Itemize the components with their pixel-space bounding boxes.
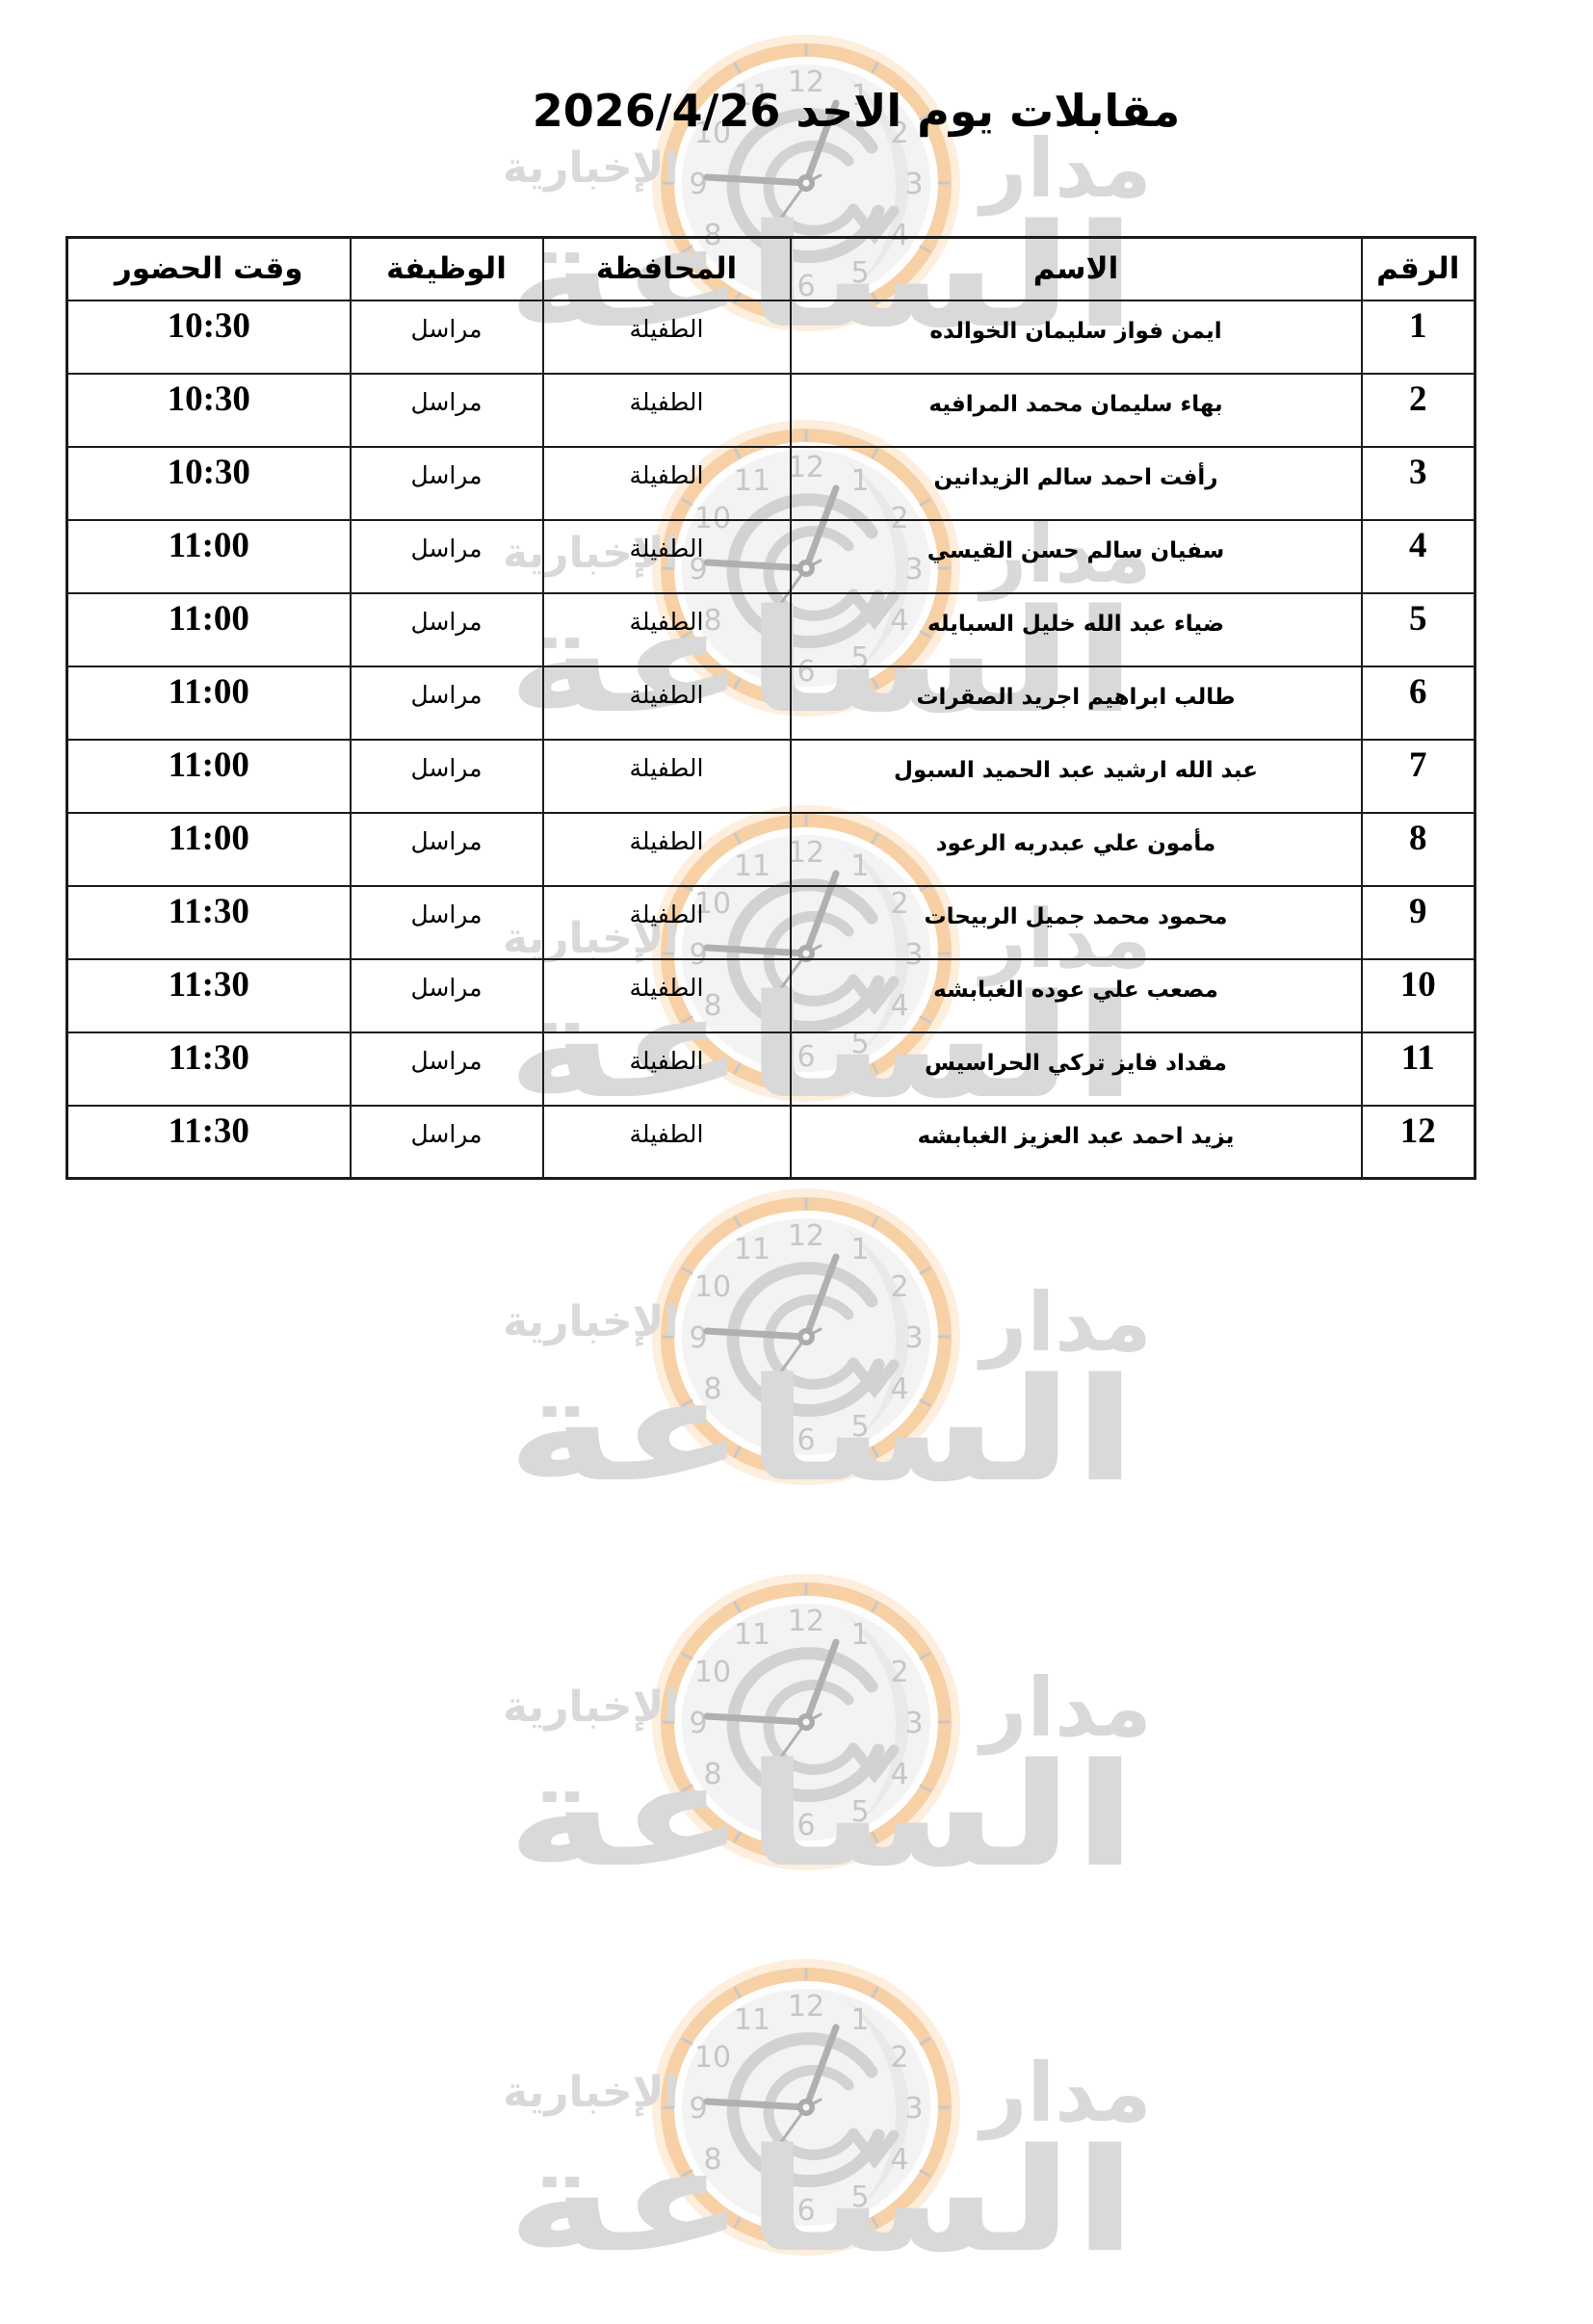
cell-governorate: الطفيلة — [541, 738, 792, 814]
cell-job: مراسل — [349, 299, 544, 375]
cell-job: مراسل — [349, 372, 544, 448]
cell-number: 6 — [1360, 665, 1476, 741]
cell-time: 11:30 — [65, 884, 352, 960]
cell-number: 3 — [1360, 445, 1476, 521]
page-title: مقابلات يوم الاحد 2026/4/26 — [532, 85, 1181, 137]
cell-governorate: الطفيلة — [541, 665, 792, 741]
cell-governorate: الطفيلة — [541, 299, 792, 375]
cell-governorate: الطفيلة — [541, 445, 792, 521]
watermark-brand-sub: الإخبارية — [503, 1297, 679, 1346]
cell-governorate: الطفيلة — [541, 591, 792, 667]
cell-number: 5 — [1360, 591, 1476, 667]
cell-time: 11:30 — [65, 1031, 352, 1107]
cell-job: مراسل — [349, 445, 544, 521]
cell-number: 11 — [1360, 1031, 1476, 1107]
cell-name: رأفت احمد سالم الزيدانين — [789, 445, 1363, 521]
table-row: 12 يزيد احمد عبد العزيز الغبابشه الطفيلة… — [65, 1104, 1476, 1180]
cell-job: مراسل — [349, 738, 544, 814]
cell-name: بهاء سليمان محمد المرافيه — [789, 372, 1363, 448]
header-number: الرقم — [1360, 236, 1476, 301]
cell-name: عبد الله ارشيد عبد الحميد السبول — [789, 738, 1363, 814]
cell-job: مراسل — [349, 518, 544, 594]
cell-name: طالب ابراهيم اجريد الصقرات — [789, 665, 1363, 741]
table-header-row: الرقم الاسم المحافظة الوظيفة وقت الحضور — [65, 236, 1476, 301]
cell-name: مأمون علي عبدربه الرعود — [789, 811, 1363, 887]
cell-name: يزيد احمد عبد العزيز الغبابشه — [789, 1104, 1363, 1180]
cell-job: مراسل — [349, 811, 544, 887]
cell-job: مراسل — [349, 1031, 544, 1107]
cell-governorate: الطفيلة — [541, 884, 792, 960]
table-row: 11 مقداد فايز تركي الحراسيس الطفيلة مراس… — [65, 1031, 1476, 1107]
cell-job: مراسل — [349, 884, 544, 960]
watermark-brand-top: مدار — [980, 1275, 1152, 1370]
table-row: 6 طالب ابراهيم اجريد الصقرات الطفيلة مرا… — [65, 665, 1476, 741]
table-row: 9 محمود محمد جميل الربيحات الطفيلة مراسل… — [65, 884, 1476, 960]
cell-name: ايمن فواز سليمان الخوالده — [789, 299, 1363, 375]
cell-job: مراسل — [349, 1104, 544, 1180]
cell-name: ضياء عبد الله خليل السبايله — [789, 591, 1363, 667]
cell-governorate: الطفيلة — [541, 1031, 792, 1107]
cell-governorate: الطفيلة — [541, 957, 792, 1033]
table-row: 3 رأفت احمد سالم الزيدانين الطفيلة مراسل… — [65, 445, 1476, 521]
cell-time: 11:30 — [65, 957, 352, 1033]
cell-number: 9 — [1360, 884, 1476, 960]
cell-name: مصعب علي عوده الغبابشه — [789, 957, 1363, 1033]
cell-job: مراسل — [349, 957, 544, 1033]
watermark-brand-top: مدار — [980, 1660, 1152, 1755]
header-job: الوظيفة — [349, 236, 544, 301]
cell-job: مراسل — [349, 665, 544, 741]
cell-name: سفيان سالم حسن القيسي — [789, 518, 1363, 594]
table-row: 2 بهاء سليمان محمد المرافيه الطفيلة مراس… — [65, 372, 1476, 448]
document-page: مدار الإخبارية الساعة مدار الإخبارية الس… — [65, 34, 1476, 2272]
header-name: الاسم — [789, 236, 1363, 301]
cell-time: 10:30 — [65, 445, 352, 521]
interview-schedule-table: الرقم الاسم المحافظة الوظيفة وقت الحضور … — [65, 236, 1476, 1180]
clock-logo-icon — [647, 1573, 965, 1871]
watermark-brand-main: الساعة — [506, 2118, 1136, 2284]
watermark-brand-main: الساعة — [506, 1733, 1136, 1898]
cell-time: 11:30 — [65, 1104, 352, 1180]
cell-governorate: الطفيلة — [541, 518, 792, 594]
watermark: مدار الإخبارية الساعة — [366, 1958, 1152, 2324]
watermark-brand-main: الساعة — [506, 1347, 1136, 1513]
header-governorate: المحافظة — [541, 236, 792, 301]
cell-time: 10:30 — [65, 299, 352, 375]
cell-number: 4 — [1360, 518, 1476, 594]
table-row: 4 سفيان سالم حسن القيسي الطفيلة مراسل 11… — [65, 518, 1476, 594]
cell-number: 10 — [1360, 957, 1476, 1033]
cell-time: 10:30 — [65, 372, 352, 448]
cell-number: 7 — [1360, 738, 1476, 814]
watermark: مدار الإخبارية الساعة — [366, 1188, 1152, 1554]
cell-number: 1 — [1360, 299, 1476, 375]
watermark-brand-top: مدار — [980, 121, 1152, 216]
cell-governorate: الطفيلة — [541, 372, 792, 448]
table-row: 5 ضياء عبد الله خليل السبايله الطفيلة مر… — [65, 591, 1476, 667]
watermark-brand-top: مدار — [980, 2046, 1152, 2140]
cell-time: 11:00 — [65, 665, 352, 741]
watermark: مدار الإخبارية الساعة — [366, 1573, 1152, 1939]
cell-number: 12 — [1360, 1104, 1476, 1180]
header-time: وقت الحضور — [65, 236, 352, 301]
cell-name: مقداد فايز تركي الحراسيس — [789, 1031, 1363, 1107]
cell-time: 11:00 — [65, 811, 352, 887]
cell-number: 2 — [1360, 372, 1476, 448]
watermark-brand-sub: الإخبارية — [503, 2068, 679, 2117]
table-row: 8 مأمون علي عبدربه الرعود الطفيلة مراسل … — [65, 811, 1476, 887]
cell-job: مراسل — [349, 591, 544, 667]
cell-name: محمود محمد جميل الربيحات — [789, 884, 1363, 960]
watermark-brand-sub: الإخبارية — [503, 144, 679, 193]
cell-governorate: الطفيلة — [541, 811, 792, 887]
clock-logo-icon — [647, 1958, 965, 2257]
table-row: 1 ايمن فواز سليمان الخوالده الطفيلة مراس… — [65, 299, 1476, 375]
cell-governorate: الطفيلة — [541, 1104, 792, 1180]
clock-logo-icon — [647, 1188, 965, 1486]
table-row: 7 عبد الله ارشيد عبد الحميد السبول الطفي… — [65, 738, 1476, 814]
table-row: 10 مصعب علي عوده الغبابشه الطفيلة مراسل … — [65, 957, 1476, 1033]
cell-time: 11:00 — [65, 518, 352, 594]
cell-time: 11:00 — [65, 591, 352, 667]
cell-number: 8 — [1360, 811, 1476, 887]
cell-time: 11:00 — [65, 738, 352, 814]
watermark-brand-sub: الإخبارية — [503, 1683, 679, 1732]
